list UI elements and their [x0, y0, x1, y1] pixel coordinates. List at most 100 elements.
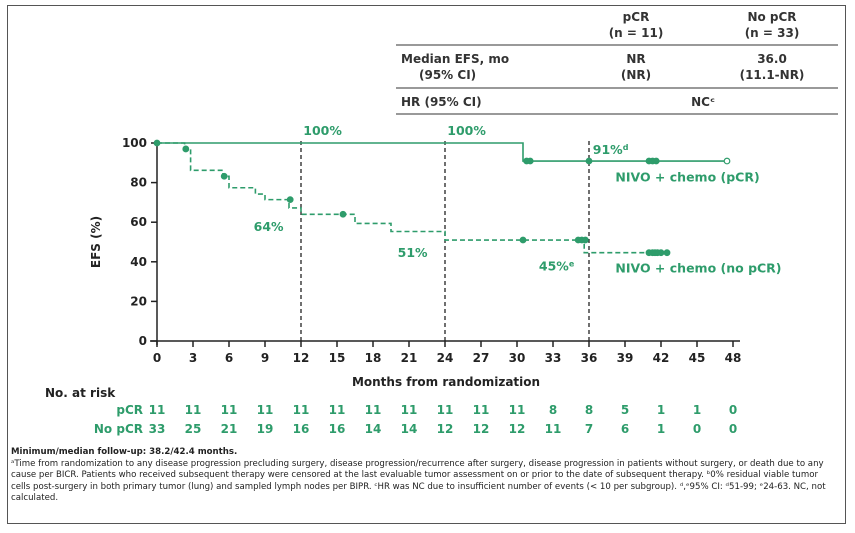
row-median-label2: (95% CI) [419, 68, 476, 82]
risk-value-nopcr: 14 [401, 422, 418, 436]
y-tick-label: 80 [130, 176, 147, 190]
risk-value-nopcr: 1 [657, 422, 665, 436]
risk-row-label-nopcr: No pCR [94, 422, 143, 436]
risk-value-nopcr: 14 [365, 422, 382, 436]
censor-mark [582, 236, 589, 244]
row-median-label1: Median EFS, mo [401, 52, 509, 66]
risk-value-pcr: 11 [365, 403, 382, 417]
cell-median-pcr-ci: (NR) [621, 68, 651, 82]
x-tick-label: 3 [189, 351, 197, 365]
km-curves [157, 142, 727, 254]
series-line-pcr [157, 142, 727, 162]
x-tick-label: 45 [689, 351, 706, 365]
risk-value-pcr: 11 [257, 403, 274, 417]
risk-value-pcr: 11 [437, 403, 454, 417]
annotation-label: 45%e [539, 259, 575, 274]
followup-note: Minimum/median follow-up: 38.2/42.4 mont… [11, 447, 238, 457]
annotation-label: 100% [447, 123, 486, 138]
risk-table: No. at risk pCR No pCR 11 11 11 11 11 11 11 11 1… [45, 386, 737, 436]
censor-mark [182, 145, 190, 153]
x-tick-label: 39 [617, 351, 634, 365]
x-tick-label: 27 [473, 351, 490, 365]
annotation-label: NIVO + chemo (no pCR) [615, 261, 781, 276]
censor-mark [339, 210, 347, 218]
col-header-pcr-line2: (n = 11) [609, 26, 664, 40]
censor-mark [585, 157, 593, 165]
risk-value-nopcr: 12 [437, 422, 454, 436]
risk-value-nopcr: 16 [293, 422, 310, 436]
y-tick-label: 0 [139, 334, 147, 348]
x-ticks: 0 3 6 9 12 15 18 21 24 27 30 33 36 39 42 45 48 [153, 341, 742, 365]
risk-value-pcr: 11 [401, 403, 418, 417]
annotation-label: 91%d [593, 142, 629, 157]
footnote-text: ᵃTime from randomization to any disease … [11, 459, 826, 504]
cell-hr-merged: NCᶜ [691, 95, 715, 109]
risk-value-nopcr: 33 [149, 422, 166, 436]
risk-value-nopcr: 25 [185, 422, 202, 436]
censor-mark [652, 157, 660, 165]
risk-value-nopcr: 12 [509, 422, 526, 436]
x-tick-label: 36 [581, 351, 598, 365]
censor-marks [153, 139, 731, 257]
censor-mark [220, 172, 228, 180]
risk-value-nopcr: 0 [729, 422, 737, 436]
risk-value-nopcr: 6 [621, 422, 629, 436]
annotation-label: 64% [254, 219, 284, 234]
risk-value-pcr: 1 [693, 403, 701, 417]
stats-table: pCR (n = 11) No pCR (n = 33) Median EFS,… [396, 10, 838, 115]
y-tick-label: 20 [130, 294, 147, 308]
censor-mark [663, 249, 671, 257]
x-tick-label: 0 [153, 351, 161, 365]
risk-value-pcr: 0 [729, 403, 737, 417]
risk-value-pcr: 11 [329, 403, 346, 417]
reference-lines [300, 141, 590, 341]
risk-value-nopcr: 11 [545, 422, 562, 436]
x-tick-label: 30 [509, 351, 526, 365]
risk-value-pcr: 1 [657, 403, 665, 417]
col-header-nopcr-line1: No pCR [747, 10, 796, 24]
y-tick-label: 40 [130, 255, 147, 269]
risk-value-pcr: 11 [221, 403, 238, 417]
y-ticks: 0 20 40 60 80 100 [122, 136, 157, 348]
cell-median-nopcr: 36.0 [757, 52, 787, 66]
risk-value-pcr: 8 [585, 403, 593, 417]
y-axis-title: EFS (%) [89, 216, 103, 268]
risk-value-nopcr: 12 [473, 422, 490, 436]
censor-mark [286, 196, 294, 204]
col-header-nopcr-line2: (n = 33) [745, 26, 800, 40]
series-line-nopcr [157, 142, 667, 254]
x-tick-label: 15 [329, 351, 346, 365]
risk-value-nopcr: 0 [693, 422, 701, 436]
annotation-label: 100% [303, 123, 342, 138]
x-axis-title: Months from randomization [352, 375, 540, 389]
risk-value-nopcr: 19 [257, 422, 274, 436]
risk-value-pcr: 5 [621, 403, 629, 417]
y-tick-label: 100 [122, 136, 147, 150]
x-tick-label: 24 [437, 351, 454, 365]
censor-mark [526, 157, 534, 165]
figure-frame [7, 5, 846, 524]
risk-row-label-pcr: pCR [116, 403, 143, 417]
risk-value-pcr: 11 [149, 403, 166, 417]
x-tick-label: 48 [725, 351, 742, 365]
censor-mark [519, 236, 527, 244]
risk-table-title: No. at risk [45, 386, 116, 400]
cell-median-pcr: NR [626, 52, 645, 66]
risk-value-nopcr: 21 [221, 422, 238, 436]
x-tick-label: 6 [225, 351, 233, 365]
x-tick-label: 21 [401, 351, 418, 365]
risk-values: 11 11 11 11 11 11 11 11 11 11 11 8 8 5 1 1 033 25 21 19 16 16… [149, 403, 738, 436]
risk-value-pcr: 11 [473, 403, 490, 417]
risk-value-pcr: 8 [549, 403, 557, 417]
risk-value-pcr: 11 [509, 403, 526, 417]
x-tick-label: 42 [653, 351, 670, 365]
x-tick-label: 33 [545, 351, 562, 365]
x-tick-label: 9 [261, 351, 269, 365]
annotations: 100% 100% 91%d 64% 51% 45%e NIVO + chemo (pCR)… [254, 123, 782, 276]
x-tick-label: 18 [365, 351, 382, 365]
risk-value-nopcr: 16 [329, 422, 346, 436]
censor-mark [657, 249, 665, 257]
censor-mark [723, 157, 731, 165]
